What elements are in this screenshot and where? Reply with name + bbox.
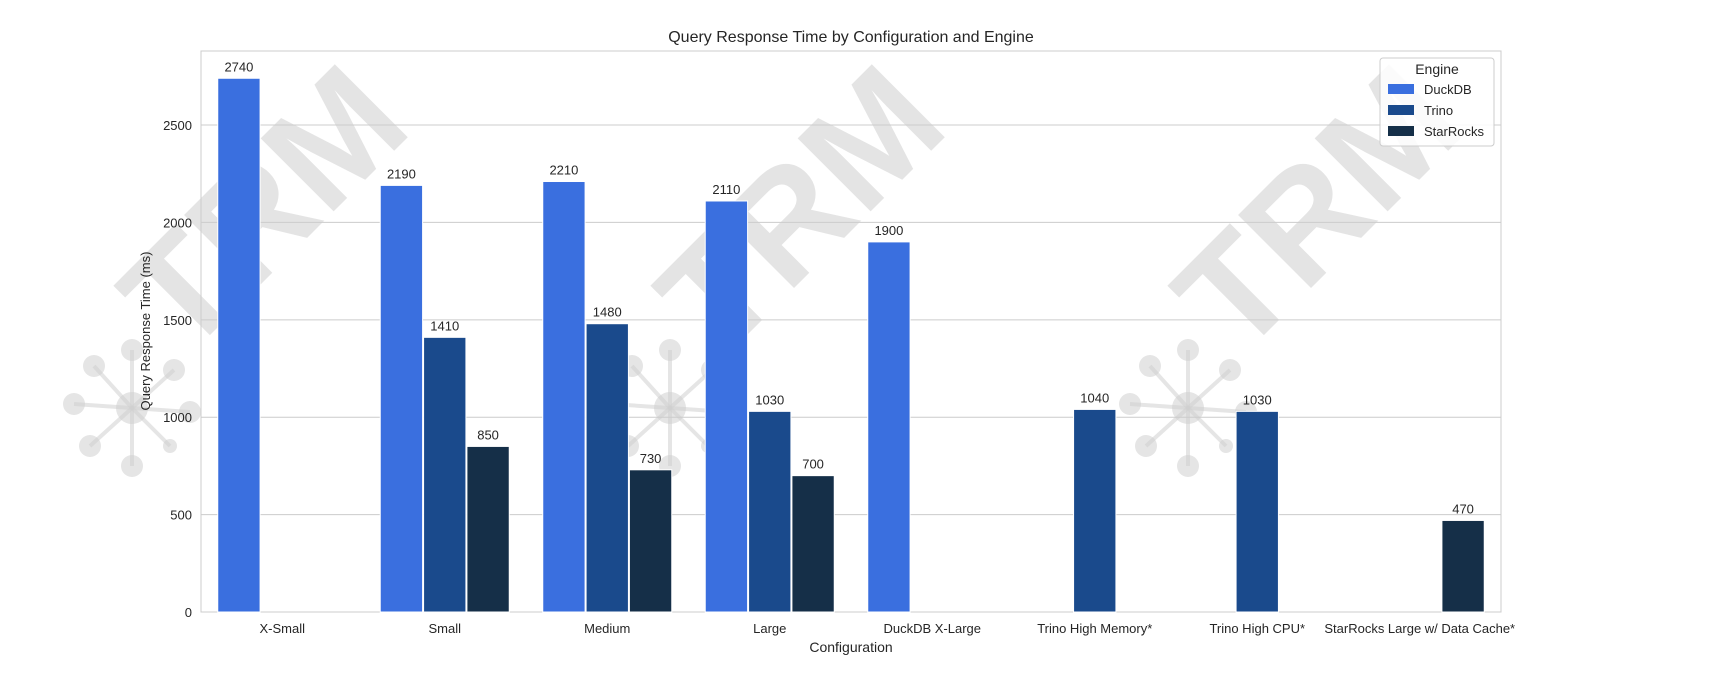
y-tick-label: 2000 (163, 215, 192, 230)
bar-value-label: 1410 (430, 318, 459, 333)
bar-starrocks (466, 445, 510, 613)
bar-value-label: 850 (477, 427, 499, 442)
legend-swatch (1388, 84, 1414, 94)
legend-box (1379, 57, 1495, 147)
bar-value-label: 470 (1452, 501, 1474, 516)
legend-swatch (1388, 105, 1414, 115)
bar-value-label: 1480 (593, 305, 622, 320)
bar-starrocks (791, 475, 835, 613)
legend-label: StarRocks (1424, 124, 1484, 139)
legend-label: DuckDB (1424, 82, 1472, 97)
x-tick-label: Trino High Memory* (1037, 621, 1152, 636)
x-axis-label: Configuration (809, 639, 892, 655)
bar-starrocks (628, 469, 673, 613)
bar-value-label: 730 (640, 451, 662, 466)
y-tick-label: 2500 (163, 118, 192, 133)
bar-duckdb (704, 200, 749, 613)
chart-title: Query Response Time by Configuration and… (668, 29, 1034, 46)
y-tick-label: 500 (170, 508, 192, 523)
legend: Engine DuckDB Trino StarRocks (1379, 57, 1495, 147)
x-tick-label: Large (753, 621, 786, 636)
y-tick-label: 0 (185, 605, 192, 620)
bar-trino (423, 336, 467, 613)
bar-value-label: 1040 (1080, 390, 1109, 405)
legend-items: DuckDB Trino StarRocks (1388, 82, 1484, 139)
bar-trino (748, 410, 792, 613)
bar-trino (585, 323, 629, 613)
y-axis-label: Query Response Time (ms) (138, 252, 153, 411)
bar-duckdb (379, 184, 424, 613)
legend-title: Engine (1415, 61, 1459, 77)
bar-duckdb (867, 241, 911, 613)
watermark-layer: TRM TRM TRM (63, 34, 1491, 477)
watermark-node-icon (1119, 339, 1257, 477)
x-tick-label: DuckDB X-Large (883, 621, 981, 636)
bar-duckdb (217, 77, 261, 613)
y-tick-label: 1500 (163, 313, 192, 328)
bar-value-label: 700 (802, 457, 824, 472)
bar-value-label: 1030 (755, 392, 784, 407)
bar-labels: 2740 2190 1410 850 2210 1480 730 2110 1030 700 190… (224, 59, 1473, 516)
bar-value-label: 2190 (387, 166, 416, 181)
watermark-text: TRM (626, 34, 975, 383)
x-tick-label: Small (428, 621, 461, 636)
bar-trino (1235, 410, 1279, 613)
x-tick-label: Trino High CPU* (1209, 621, 1305, 636)
x-axis-ticks: X-Small Small Medium Large DuckDB X-Large Tri… (259, 621, 1515, 636)
x-tick-label: X-Small (259, 621, 305, 636)
y-axis-ticks: 0 500 1000 1500 2000 2500 (163, 118, 192, 620)
bar-value-label: 1030 (1243, 392, 1272, 407)
x-tick-label: StarRocks Large w/ Data Cache* (1324, 621, 1515, 636)
legend-swatch (1388, 126, 1414, 136)
watermark-node-icon (63, 339, 201, 477)
bar-value-label: 2110 (712, 182, 740, 197)
plot-area (200, 50, 1502, 613)
bar-value-label: 1900 (874, 223, 903, 238)
bar-starrocks (1441, 519, 1485, 613)
bar-value-label: 2740 (224, 59, 253, 74)
x-tick-label: Medium (584, 621, 630, 636)
bar-duckdb (542, 181, 586, 613)
legend-label: Trino (1424, 103, 1453, 118)
bar-value-label: 2210 (549, 163, 578, 178)
bar-trino (1073, 408, 1117, 613)
bars (217, 77, 1485, 613)
y-tick-label: 1000 (163, 410, 192, 425)
